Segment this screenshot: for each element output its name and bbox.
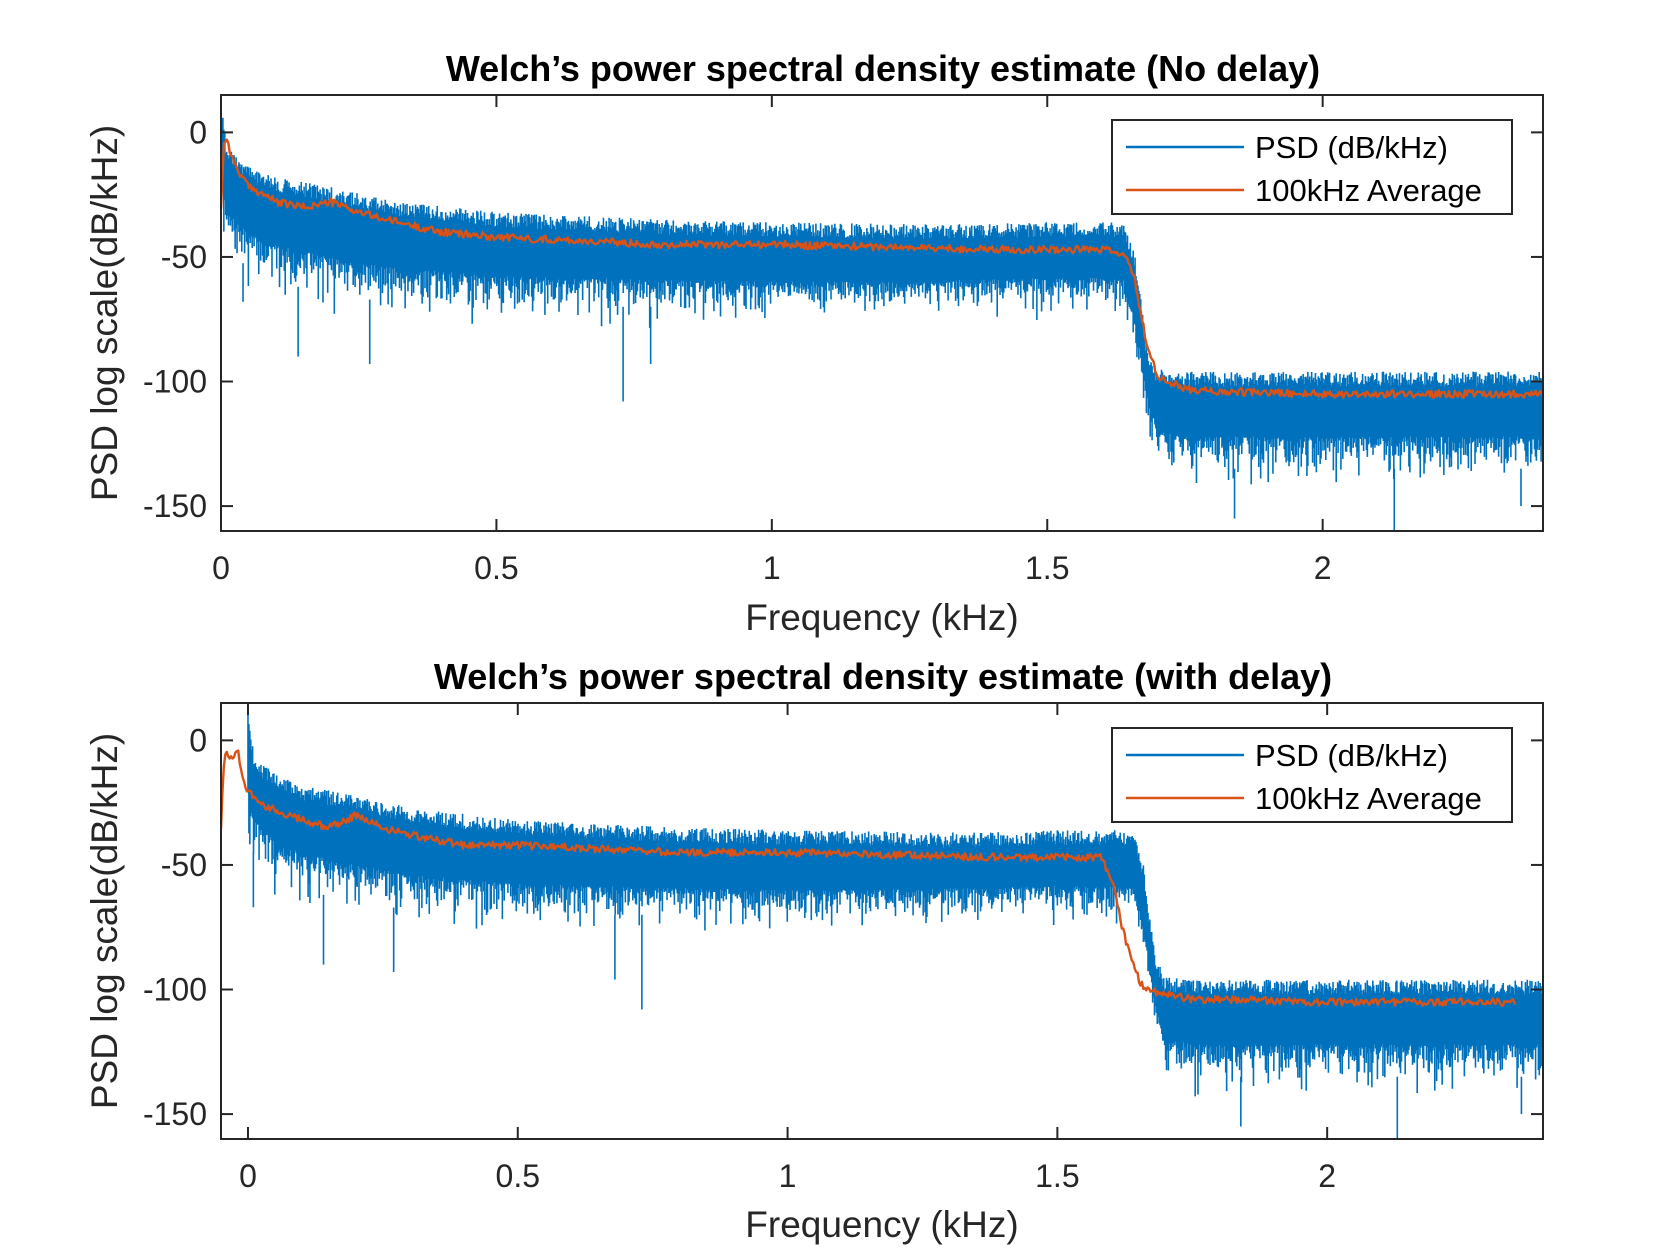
chart-with-delay: Welch’s power spectral density estimate … — [84, 656, 1544, 1245]
legend[interactable]: PSD (dB/kHz) 100kHz Average — [1111, 727, 1513, 823]
x-tick-label: 1 — [763, 550, 781, 586]
x-tick-label: 1.5 — [1035, 1158, 1079, 1194]
y-tick-label: -50 — [161, 239, 207, 275]
legend-psd-label: PSD (dB/kHz) — [1255, 130, 1448, 165]
tick-layer: 0 0.5 1 1.5 2 0 -50 -100 -150 — [143, 703, 1543, 1194]
legend-average-label: 100kHz Average — [1255, 781, 1482, 816]
y-tick-label: -100 — [143, 972, 207, 1008]
series-layer — [221, 706, 1543, 1139]
x-axis-label: Frequency (kHz) — [745, 597, 1018, 638]
x-tick-label: 1.5 — [1025, 550, 1069, 586]
x-tick-label: 2 — [1318, 1158, 1336, 1194]
x-tick-label: 0.5 — [474, 550, 518, 586]
y-tick-label: 0 — [189, 114, 207, 150]
y-axis-label: PSD log scale(dB/kHz) — [84, 125, 125, 501]
chart-title: Welch’s power spectral density estimate … — [446, 48, 1320, 89]
y-tick-label: -150 — [143, 488, 207, 524]
y-tick-label: -50 — [161, 847, 207, 883]
y-tick-label: -150 — [143, 1096, 207, 1132]
plot-frame — [220, 94, 1544, 532]
y-axis-label: PSD log scale(dB/kHz) — [84, 733, 125, 1109]
chart-title: Welch’s power spectral density estimate … — [434, 656, 1332, 697]
y-tick-label: 0 — [189, 722, 207, 758]
legend-average-label: 100kHz Average — [1255, 173, 1482, 208]
x-tick-label: 0.5 — [496, 1158, 540, 1194]
psd-series — [247, 706, 1543, 1097]
series-layer — [221, 106, 1543, 531]
psd-series — [221, 106, 1543, 485]
x-tick-label: 2 — [1314, 550, 1332, 586]
legend-psd-label: PSD (dB/kHz) — [1255, 738, 1448, 773]
y-tick-label: -100 — [143, 364, 207, 400]
plot-frame — [220, 702, 1544, 1140]
x-tick-label: 0 — [239, 1158, 257, 1194]
legend-box — [1111, 727, 1513, 823]
average-series — [221, 138, 1543, 399]
chart-no-delay: Welch’s power spectral density estimate … — [84, 48, 1544, 638]
x-tick-label: 0 — [212, 550, 230, 586]
x-tick-label: 1 — [779, 1158, 797, 1194]
x-axis-label: Frequency (kHz) — [745, 1204, 1018, 1245]
legend-box — [1111, 119, 1513, 215]
average-series — [221, 749, 1517, 1007]
legend[interactable]: PSD (dB/kHz) 100kHz Average — [1111, 119, 1513, 215]
tick-layer: 0 0.5 1 1.5 2 0 -50 -100 -150 — [143, 95, 1543, 586]
